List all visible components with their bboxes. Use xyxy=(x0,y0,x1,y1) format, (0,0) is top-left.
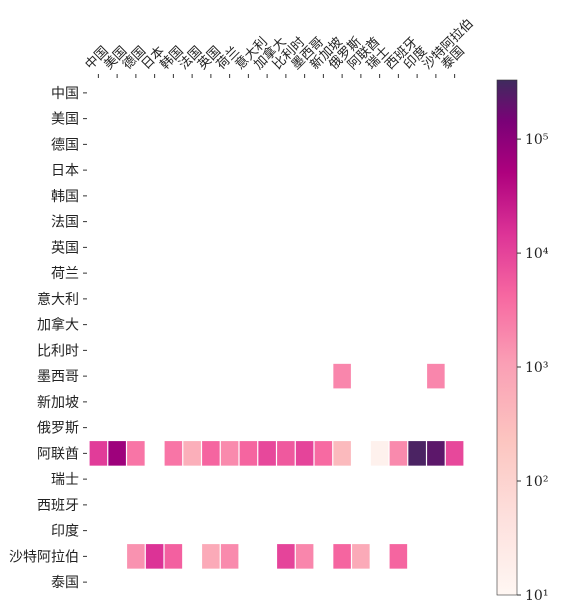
colorbar-tick-label: 10³ xyxy=(525,360,548,376)
y-tick-label: 日本 xyxy=(51,163,79,179)
heatmap-cell xyxy=(389,441,408,466)
heatmap-cell xyxy=(89,441,108,466)
y-tick-label: 阿联酋 xyxy=(37,445,79,462)
heatmap-cell xyxy=(145,544,164,569)
y-tick-label: 沙特阿拉伯 xyxy=(9,549,79,565)
heatmap-cell xyxy=(352,544,370,569)
y-tick-label: 德国 xyxy=(51,137,79,153)
y-tick-label: 墨西哥 xyxy=(37,369,79,385)
y-tick-label: 印度 xyxy=(51,524,79,540)
x-axis: 中国美国德国日本韩国法国英国荷兰意大利加拿大比利时墨西哥新加坡俄罗斯阿联酋瑞士西… xyxy=(83,16,477,78)
heatmap-cell xyxy=(202,441,220,466)
colorbar: 10¹ 10² 10³ 10⁴ 10⁵ xyxy=(496,79,549,604)
heatmap-cell xyxy=(445,441,464,466)
heatmap-cell xyxy=(220,544,239,569)
heatmap-cell xyxy=(202,544,220,569)
heatmap-cell xyxy=(295,441,314,466)
y-tick-label: 美国 xyxy=(51,112,79,128)
colorbar-tick-label: 10⁴ xyxy=(525,246,549,262)
colorbar-tick-label: 10² xyxy=(525,474,548,490)
y-tick-label: 瑞士 xyxy=(51,472,79,488)
y-axis: 中国美国德国日本韩国法国英国荷兰意大利加拿大比利时墨西哥新加坡俄罗斯阿联酋瑞士西… xyxy=(9,86,87,591)
y-tick-label: 英国 xyxy=(51,239,79,256)
heatmap-cell xyxy=(127,441,145,466)
colorbar-tick-label: 10⁵ xyxy=(525,132,549,148)
y-tick-label: 法国 xyxy=(51,215,79,231)
colorbar-gradient xyxy=(496,79,518,596)
heatmap-cell xyxy=(183,441,201,466)
heatmap-cell xyxy=(277,544,295,569)
heatmap-cell xyxy=(239,441,258,466)
heatmap-cell xyxy=(258,441,276,466)
heatmap-cell xyxy=(277,441,295,466)
colorbar-tick-label: 10¹ xyxy=(525,588,548,604)
y-tick-label: 西班牙 xyxy=(37,498,79,514)
heatmap-cell xyxy=(127,544,145,569)
y-tick-label: 比利时 xyxy=(37,343,79,359)
y-tick-label: 荷兰 xyxy=(51,266,79,282)
heatmap-cell xyxy=(295,544,314,569)
heatmap-cells xyxy=(89,363,464,569)
y-tick-label: 加拿大 xyxy=(37,317,79,334)
y-tick-label: 中国 xyxy=(51,86,79,102)
heatmap-cell xyxy=(408,441,426,466)
heatmap-cell xyxy=(333,441,351,466)
heatmap-cell xyxy=(314,441,333,466)
heatmap-cell xyxy=(164,441,183,466)
heatmap-cell xyxy=(333,544,351,569)
heatmap-cell xyxy=(370,441,389,466)
heatmap-cell xyxy=(333,363,351,389)
y-tick-label: 泰国 xyxy=(51,575,79,591)
heatmap-cell xyxy=(427,441,445,466)
heatmap-cell xyxy=(220,441,239,466)
y-tick-label: 俄罗斯 xyxy=(37,421,79,437)
y-tick-label: 意大利 xyxy=(37,291,79,308)
heatmap-cell xyxy=(108,441,126,466)
heatmap-cell xyxy=(389,544,408,569)
y-tick-label: 韩国 xyxy=(51,189,79,205)
y-tick-label: 新加坡 xyxy=(37,395,79,411)
heatmap-cell xyxy=(427,363,445,389)
heatmap-cell xyxy=(164,544,183,569)
